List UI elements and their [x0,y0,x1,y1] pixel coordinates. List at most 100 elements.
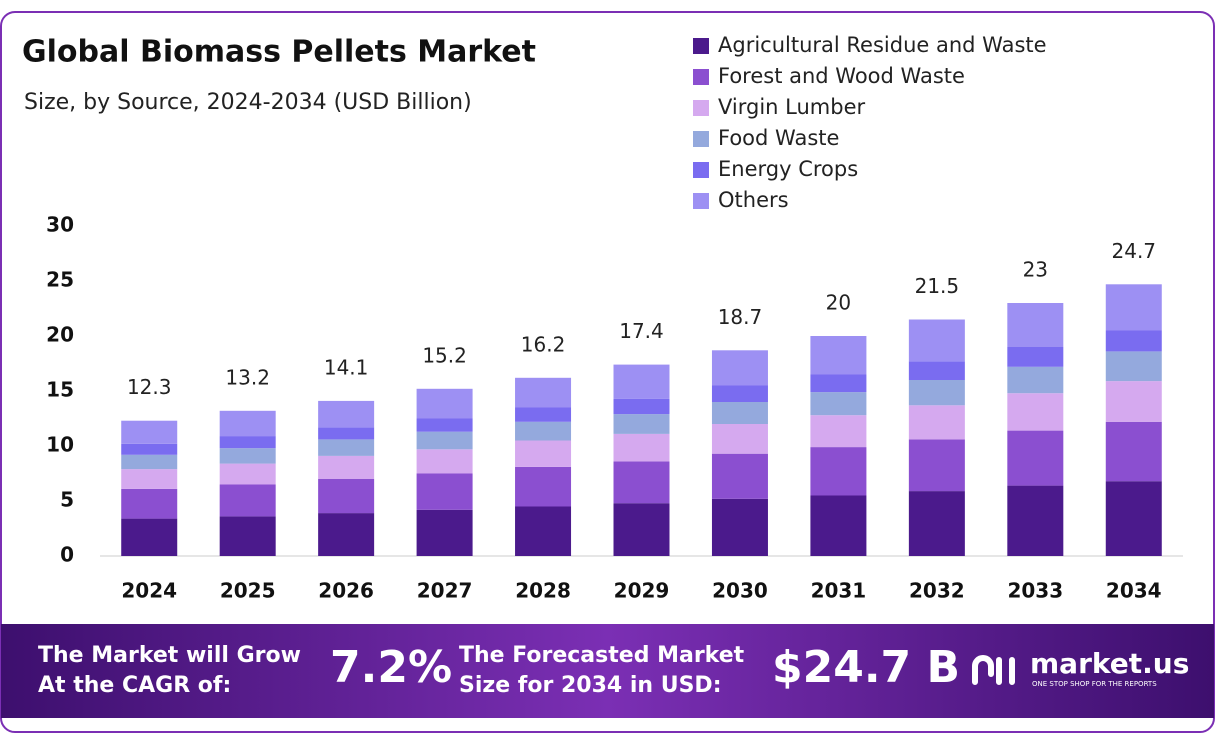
total-label: 16.2 [521,332,566,356]
bar-segment [219,448,276,464]
y-tick-label: 10 [46,433,74,457]
bar-segment [1007,393,1064,431]
bar-segment [711,402,768,424]
legend-label: Agricultural Residue and Waste [718,33,1047,57]
footer-value: $24.7 B [772,642,960,693]
bar-segment [711,498,768,556]
bar-segment [416,473,473,510]
legend-label: Virgin Lumber [718,95,865,119]
bar-segment [219,516,276,556]
x-tick-label: 2031 [811,579,867,603]
total-label: 23 [1023,258,1048,282]
bar-segment [121,443,178,455]
x-tick-label: 2028 [515,579,571,603]
bar-segment [515,407,572,422]
bar-segment [810,447,867,496]
legend-swatch [693,69,709,85]
y-tick-label: 5 [60,488,74,512]
bar-segment [121,488,178,519]
brand-logo [972,655,1015,685]
bar-segment [515,466,572,507]
bar-segment [810,374,867,393]
bar-segment [613,398,670,415]
bar-segment [1007,366,1064,394]
legend-label: Forest and Wood Waste [718,64,965,88]
x-tick-label: 2032 [909,579,965,603]
y-tick-label: 30 [46,213,74,237]
legend-swatch [693,38,709,54]
bar-segment [613,364,670,399]
legend-swatch [693,162,709,178]
bar-segment [416,509,473,556]
x-tick-label: 2033 [1007,579,1063,603]
bar-segment [1105,330,1162,352]
bar-segment [908,380,965,406]
x-tick-label: 2030 [712,579,768,603]
total-label: 21.5 [915,274,960,298]
bar-segment [121,420,178,444]
bar-segment [613,503,670,556]
brand-tagline: ONE STOP SHOP FOR THE REPORTS [1032,680,1157,688]
footer-text: The Forecasted Market [459,643,745,668]
bar-segment [515,440,572,467]
x-tick-label: 2027 [417,579,473,603]
footer-text: Size for 2034 in USD: [459,673,722,698]
bar-segment [1007,347,1064,367]
x-tick-label: 2024 [121,579,177,603]
bar-segment [515,377,572,408]
bar-segment [1007,430,1064,486]
bar-segment [121,454,178,470]
chart-title: Global Biomass Pellets Market [22,35,536,70]
bar-segment [1105,351,1162,382]
bar-segment [121,518,178,556]
legend-swatch [693,131,709,147]
total-label: 15.2 [422,343,467,367]
y-tick-label: 15 [46,378,74,402]
y-tick-label: 25 [46,268,74,292]
y-tick-label: 20 [46,323,74,347]
bar-segment [810,336,867,375]
bar-segment [416,449,473,474]
bar-segment [810,392,867,416]
bar-segment [613,461,670,504]
bar-segment [416,431,473,450]
x-tick-label: 2029 [614,579,670,603]
bar-segment [416,418,473,432]
x-tick-label: 2026 [318,579,374,603]
footer-text: At the CAGR of: [38,673,231,698]
bar-segment [416,388,473,419]
chart-subtitle: Size, by Source, 2024-2034 (USD Billion) [24,90,472,115]
legend-label: Energy Crops [718,157,858,181]
x-tick-label: 2025 [220,579,276,603]
total-label: 17.4 [619,319,664,343]
bar-segment [1105,481,1162,556]
bar-segment [711,453,768,499]
bar-segment [1007,303,1064,347]
bar-segment [613,433,670,462]
legend-label: Food Waste [718,126,839,150]
bar-segment [219,463,276,485]
bar-segment [318,400,375,428]
bar-segment [711,350,768,386]
bar-segment [908,361,965,380]
bar-segment [1007,485,1064,556]
total-label: 14.1 [324,355,369,379]
bar-segment [908,405,965,440]
bar-segment [219,484,276,517]
bar-segment [810,415,867,448]
bar-segment [121,469,178,489]
bar-segment [318,427,375,440]
bar-segment [515,506,572,556]
total-label: 20 [826,291,851,315]
footer-value: 7.2% [330,642,452,693]
bar-segment [515,421,572,441]
bar-segment [318,455,375,479]
legend-swatch [693,193,709,209]
brand-name: market.us [1030,647,1189,680]
x-tick-label: 2034 [1106,579,1162,603]
bar-segment [908,491,965,556]
bar-segment [908,439,965,492]
bar-segment [711,385,768,402]
